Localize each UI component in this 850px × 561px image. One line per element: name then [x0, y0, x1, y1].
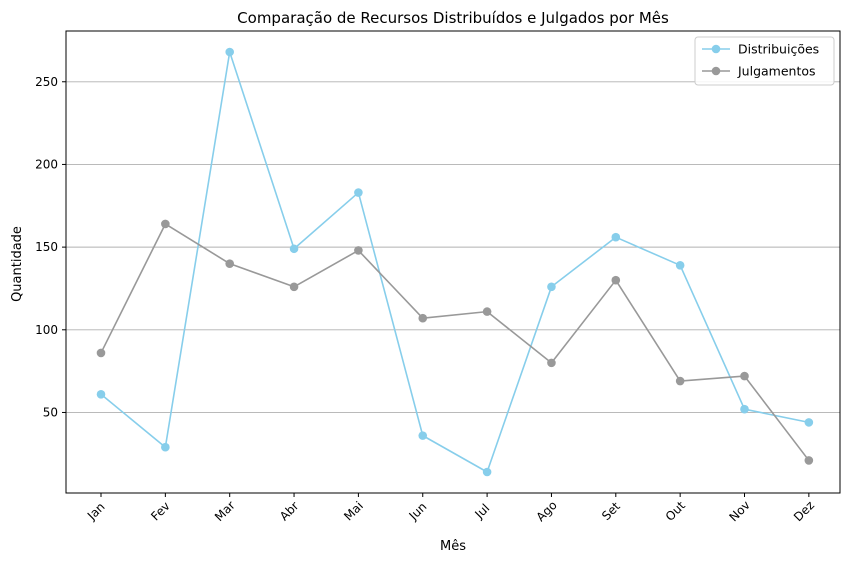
legend-series-1-marker — [711, 44, 721, 54]
x-tick-label-Dez: Dez — [791, 498, 817, 524]
x-tick-label-Jun: Jun — [406, 500, 430, 524]
series-1-point-Jul — [482, 467, 492, 477]
gridlines — [66, 81, 840, 413]
y-tick-label-100: 100 — [35, 323, 58, 337]
series-2-point-Ago — [547, 358, 556, 368]
x-tick-label-Mai: Mai — [341, 499, 366, 524]
series-1-point-Ago — [547, 282, 556, 292]
series-2-point-Fev — [161, 219, 170, 229]
series-1-point-Fev — [161, 442, 170, 452]
x-tick-label-Fev: Fev — [148, 499, 173, 524]
series-2-line — [100, 223, 810, 461]
x-tick-label-Jan: Jan — [84, 500, 108, 524]
y-tick-label-150: 150 — [35, 240, 58, 254]
series-1-point-Out — [675, 261, 685, 270]
plot-frame — [65, 30, 841, 494]
y-tick-label-200: 200 — [35, 157, 58, 171]
series-2-point-Out — [675, 376, 685, 386]
series-2-point-Abr — [289, 282, 299, 292]
series-1-point-Dez — [804, 418, 814, 427]
series-2-point-Dez — [804, 456, 814, 465]
series-2-point-Mai — [354, 246, 363, 255]
x-tick-label-Abr: Abr — [277, 499, 302, 524]
x-tick-label-Set: Set — [599, 499, 623, 523]
series-layer — [96, 47, 814, 477]
x-tick-label-Jul: Jul — [471, 501, 492, 522]
x-tick-label-Out: Out — [663, 498, 688, 523]
series-1-point-Set — [611, 232, 621, 242]
y-axis-title: Quantidade — [10, 226, 25, 302]
x-axis-title: Mês — [440, 539, 466, 554]
series-1-point-Jun — [418, 431, 428, 440]
series-1-point-Nov — [740, 404, 749, 414]
x-tick-label-Mar: Mar — [212, 498, 238, 524]
series-2-point-Jun — [418, 313, 428, 323]
legend-series-1-label: Distribuições — [738, 42, 819, 57]
y-tick-label-50: 50 — [43, 405, 58, 419]
series-2-point-Set — [611, 275, 621, 285]
axes: 50 100 150 200 250 Jan Fev Mar Abr Mai Jun Jul Ago Se… — [35, 75, 817, 525]
series-1-point-Mar — [225, 47, 234, 57]
series-1-point-Jan — [96, 389, 106, 399]
series-1-line — [100, 51, 810, 473]
series-2-point-Jul — [482, 307, 492, 316]
x-tick-label-Nov: Nov — [726, 498, 752, 524]
x-tick-label-Ago: Ago — [533, 498, 559, 524]
legend-series-2-label: Julgamentos — [737, 64, 816, 79]
series-2-point-Jan — [96, 348, 106, 358]
series-2-point-Mar — [225, 259, 234, 268]
chart-title: Comparação de Recursos Distribuídos e Ju… — [237, 9, 669, 27]
series-1-point-Abr — [289, 244, 299, 254]
legend: Distribuições Julgamentos — [694, 36, 835, 86]
series-1-point-Mai — [354, 188, 363, 197]
y-tick-label-250: 250 — [35, 75, 58, 89]
legend-series-2-marker — [711, 66, 721, 76]
series-2-point-Nov — [740, 371, 749, 381]
